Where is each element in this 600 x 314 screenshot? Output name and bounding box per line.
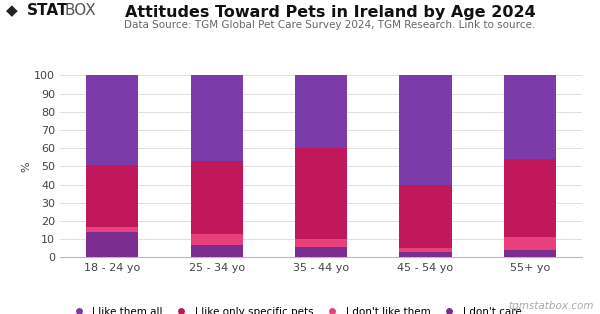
Bar bbox=[504, 250, 556, 257]
Y-axis label: %: % bbox=[22, 161, 31, 172]
Bar bbox=[400, 252, 452, 257]
Bar bbox=[86, 232, 139, 257]
Bar bbox=[86, 226, 139, 232]
Text: ◆: ◆ bbox=[6, 3, 23, 18]
Bar bbox=[295, 239, 347, 246]
Text: Data Source: TGM Global Pet Care Survey 2024, TGM Research. Link to source.: Data Source: TGM Global Pet Care Survey … bbox=[124, 20, 536, 30]
Bar bbox=[191, 234, 242, 245]
Bar bbox=[191, 161, 242, 234]
Bar bbox=[504, 159, 556, 237]
Text: tgmstatbox.com: tgmstatbox.com bbox=[509, 301, 594, 311]
Bar bbox=[400, 185, 452, 248]
Bar bbox=[400, 75, 452, 185]
Bar bbox=[86, 75, 139, 165]
Legend: I like them all, I like only specific pets, I don't like them, I don't care: I like them all, I like only specific pe… bbox=[64, 303, 526, 314]
Text: STAT: STAT bbox=[27, 3, 68, 18]
Bar bbox=[295, 246, 347, 257]
Bar bbox=[191, 75, 242, 161]
Text: Attitudes Toward Pets in Ireland by Age 2024: Attitudes Toward Pets in Ireland by Age … bbox=[125, 5, 535, 20]
Bar bbox=[191, 245, 242, 257]
Bar bbox=[504, 237, 556, 250]
Text: BOX: BOX bbox=[65, 3, 97, 18]
Bar bbox=[295, 148, 347, 239]
Bar bbox=[86, 165, 139, 226]
Bar bbox=[400, 248, 452, 252]
Bar bbox=[504, 75, 556, 159]
Bar bbox=[295, 75, 347, 148]
